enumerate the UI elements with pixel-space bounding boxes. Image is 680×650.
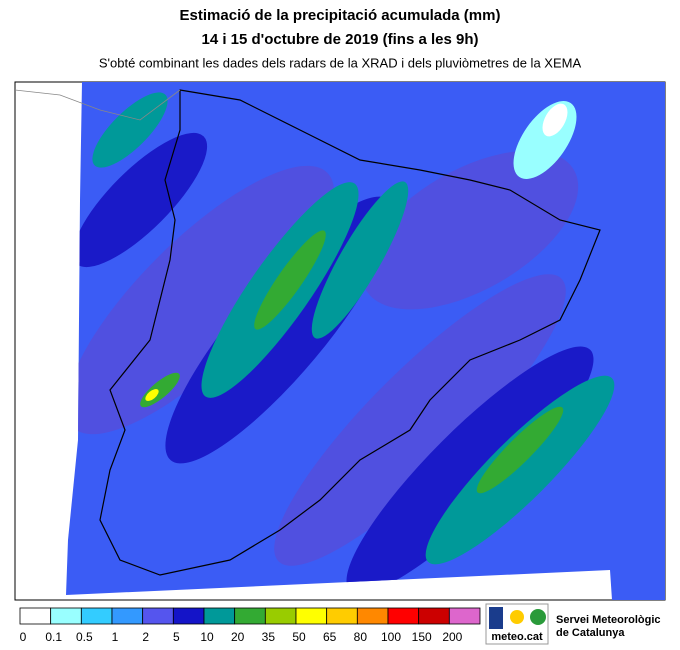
legend-swatch (80, 607, 113, 625)
title: Estimació de la precipitació acumulada (… (180, 7, 501, 24)
legend-swatch (234, 607, 266, 625)
legend-swatch (50, 607, 82, 625)
legend-swatch (448, 607, 481, 625)
logo: meteo.cat Servei Meteorològic de Catalun… (485, 603, 661, 645)
legend-swatch (19, 607, 52, 625)
legend-label: 150 (412, 630, 432, 644)
legend-swatch (172, 607, 205, 625)
legend-label: 20 (231, 630, 245, 644)
legend-label: 0 (20, 630, 27, 644)
legend-swatch (203, 607, 236, 625)
legend-label: 5 (173, 630, 180, 644)
legend-label: 200 (442, 630, 462, 644)
legend: 0 0.1 0.5 1 2 5 10 20 35 50 65 80 100 150 200 (19, 607, 481, 644)
period: 14 i 15 d'octubre de 2019 (fins a les 9h… (201, 31, 478, 48)
legend-label: 10 (200, 630, 214, 644)
legend-swatch (387, 607, 420, 625)
legend-swatch (418, 607, 450, 625)
legend-label: 2 (142, 630, 149, 644)
legend-label: 80 (354, 630, 368, 644)
subtitle: S'obté combinant les dades dels radars d… (99, 55, 582, 70)
legend-label: 100 (381, 630, 401, 644)
legend-label: 65 (323, 630, 337, 644)
map (14, 81, 666, 601)
legend-swatch (264, 607, 297, 625)
legend-swatch (111, 607, 144, 625)
legend-swatch (295, 607, 328, 625)
legend-label: 50 (292, 630, 306, 644)
legend-label: 1 (112, 630, 119, 644)
legend-label: 0.5 (76, 630, 93, 644)
legend-swatch (142, 607, 174, 625)
legend-label: 0.1 (45, 630, 62, 644)
logo-brand: meteo.cat (491, 631, 543, 643)
logo-org: de Catalunya (556, 627, 625, 639)
logo-org: Servei Meteorològic (556, 614, 661, 626)
legend-label: 35 (262, 630, 276, 644)
legend-swatch (356, 607, 389, 625)
legend-swatch (326, 607, 358, 625)
